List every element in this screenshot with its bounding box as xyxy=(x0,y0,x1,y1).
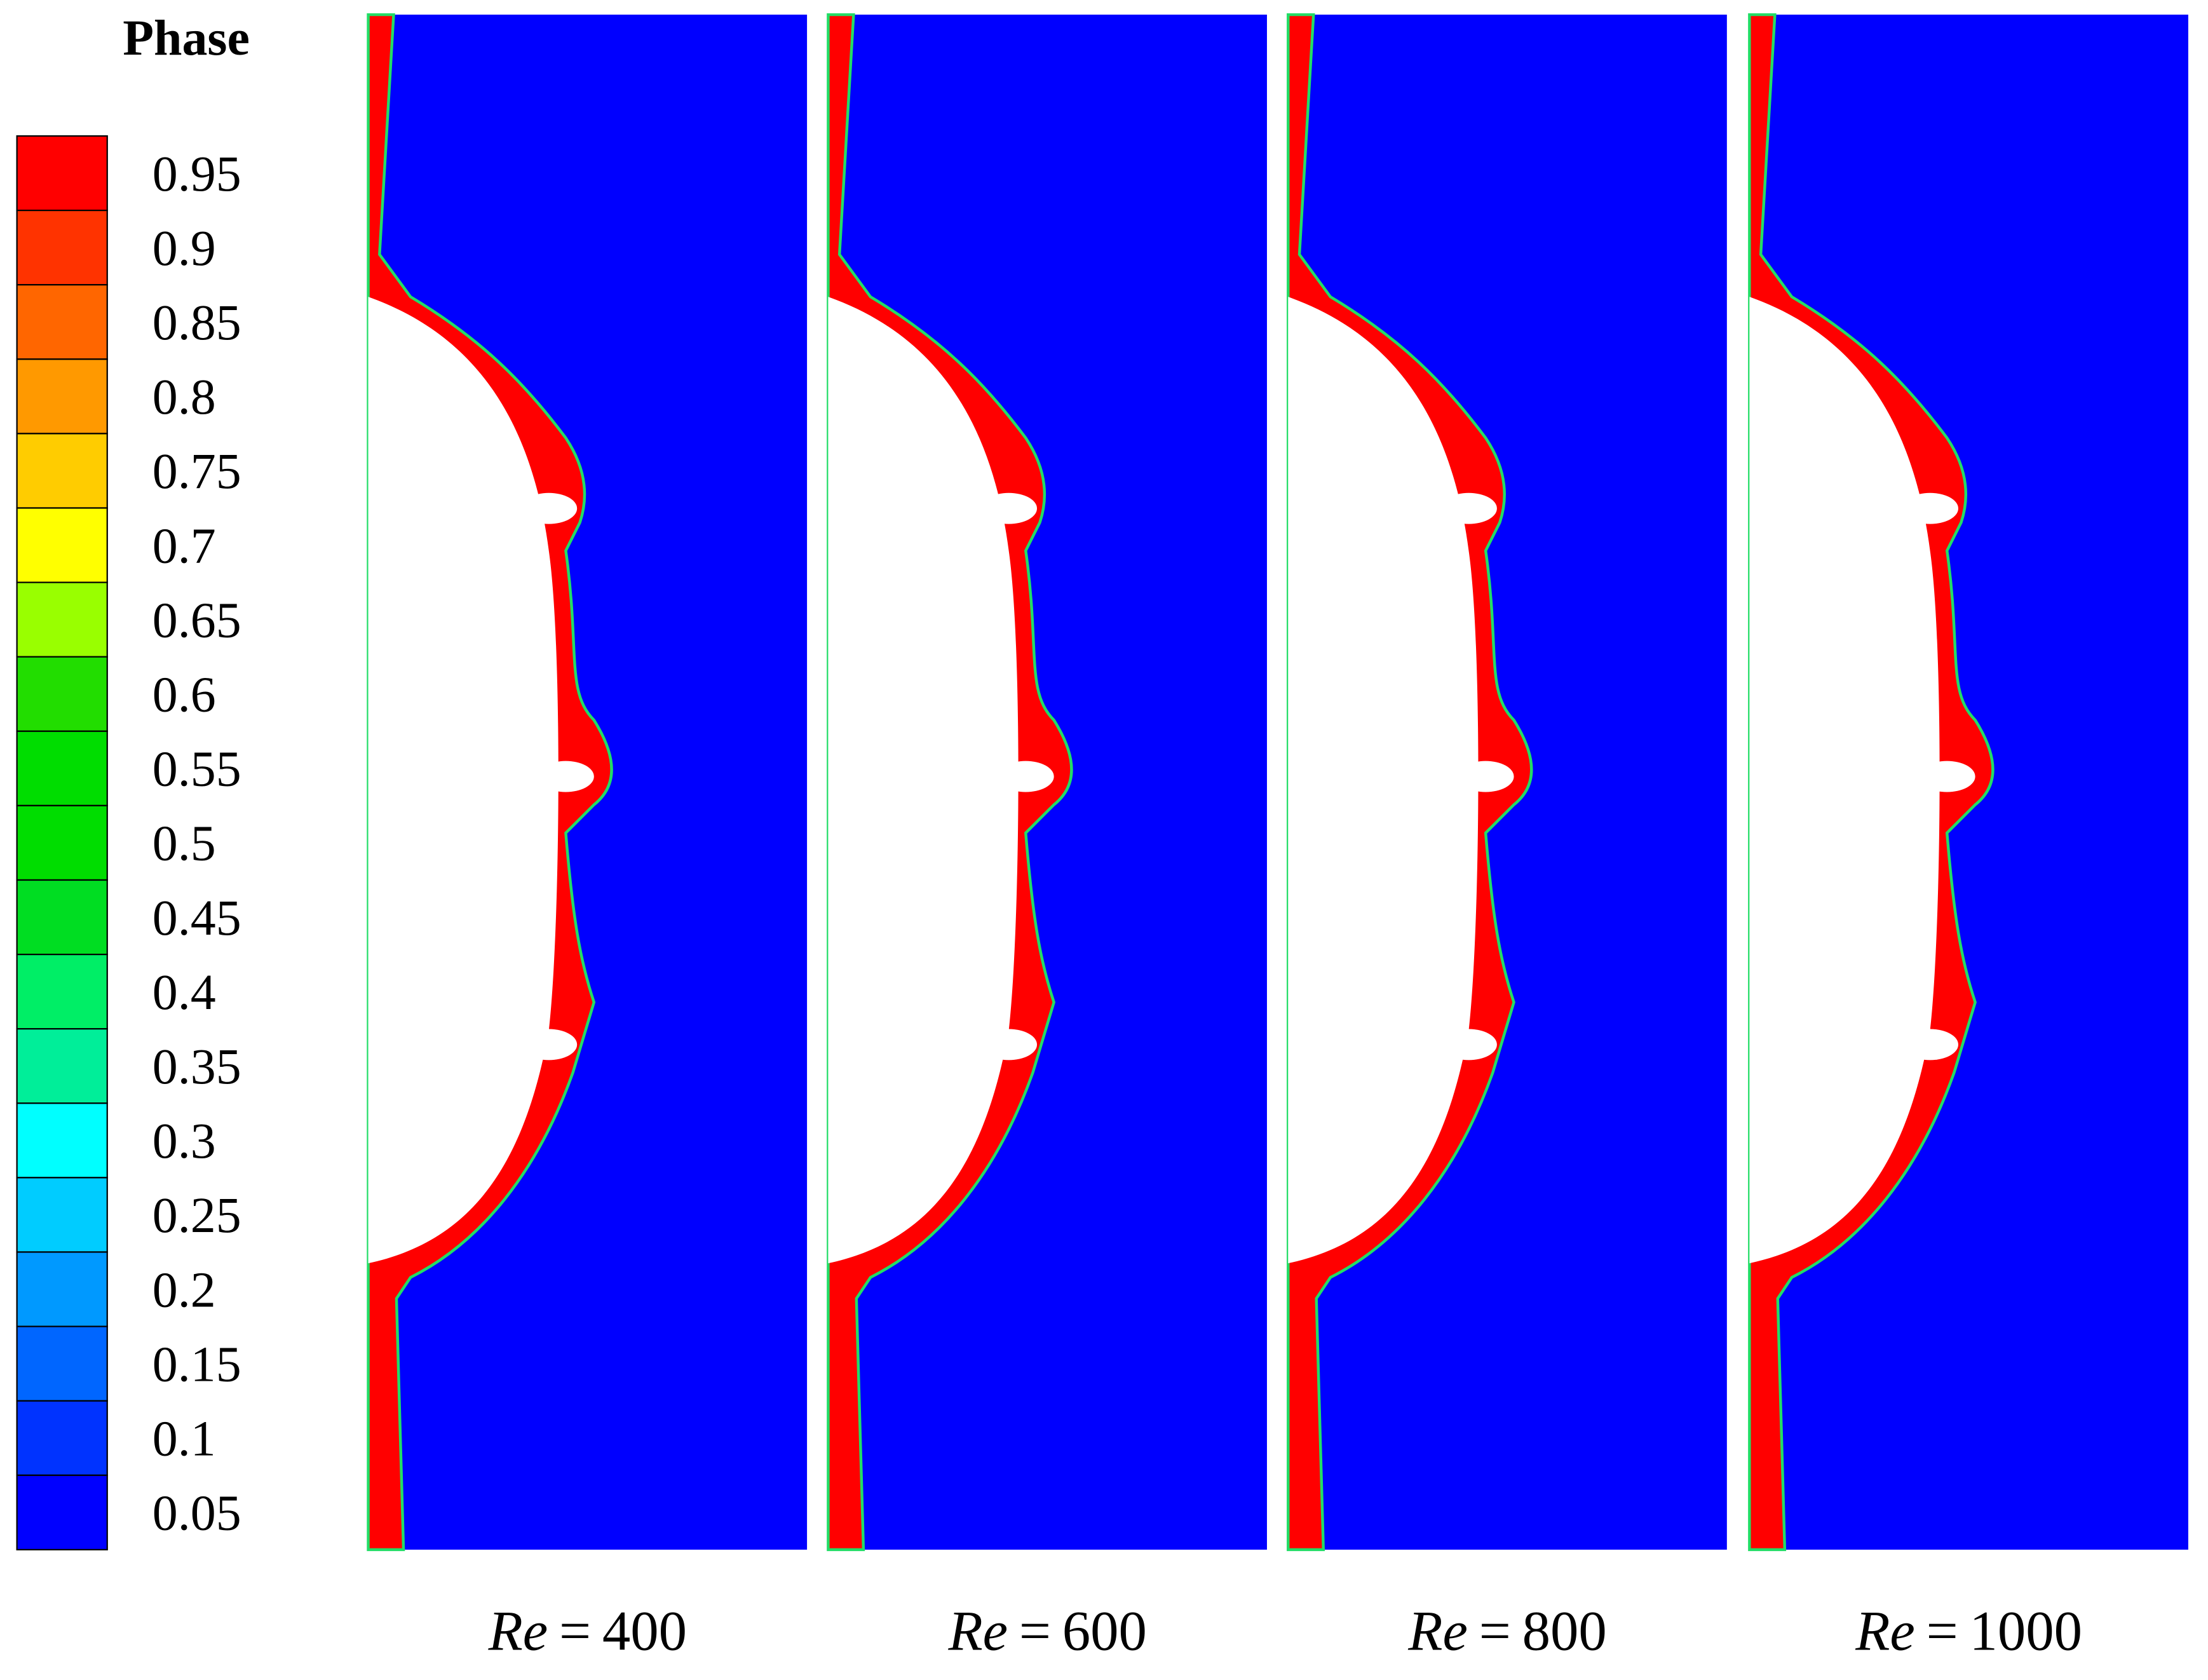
body-fin xyxy=(1440,492,1497,524)
colorbar-band xyxy=(16,730,108,807)
colorbar-label: 0.9 xyxy=(152,220,216,276)
colorbar-band xyxy=(16,1177,108,1253)
colorbar-band xyxy=(16,1028,108,1104)
colorbar-label: 0.85 xyxy=(152,295,241,351)
colorbar-label: 0.35 xyxy=(152,1039,241,1095)
panel-label-value: 1000 xyxy=(1969,1601,2082,1663)
colorbar-label: 0.3 xyxy=(152,1113,216,1169)
body-fin xyxy=(1440,1029,1497,1060)
legend-title: Phase xyxy=(123,10,250,66)
colorbar-band xyxy=(16,1474,108,1550)
colorbar-label: 0.8 xyxy=(152,369,216,425)
colorbar-label: 0.25 xyxy=(152,1188,241,1243)
colorbar-label: 0.95 xyxy=(152,146,241,202)
panel-label: Re = 1000 xyxy=(1855,1601,2082,1663)
colorbar-label: 0.7 xyxy=(152,518,216,574)
body-fin xyxy=(1457,761,1514,792)
panel-label: Re = 800 xyxy=(1407,1601,1606,1663)
colorbar-label: 0.45 xyxy=(152,890,241,946)
body-fin xyxy=(1902,492,1958,524)
body-fin xyxy=(1902,1029,1958,1060)
body-fin xyxy=(537,761,594,792)
colorbar-label: 0.15 xyxy=(152,1336,241,1392)
panel-label-relation: = xyxy=(1019,1601,1051,1663)
body xyxy=(828,297,1019,1264)
colorbar-band xyxy=(16,1400,108,1476)
colorbar-band xyxy=(16,879,108,956)
colorbar-band xyxy=(16,433,108,509)
body-fin xyxy=(520,492,578,524)
body-fin xyxy=(1918,761,1975,792)
panel-label-symbol: Re xyxy=(1407,1601,1468,1663)
contour-panel xyxy=(1748,13,2188,1552)
colorbar-band xyxy=(16,953,108,1030)
body xyxy=(368,297,559,1264)
colorbar-band xyxy=(16,656,108,732)
panel-label-symbol: Re xyxy=(488,1601,548,1663)
panel-label-symbol: Re xyxy=(947,1601,1008,1663)
body-fin xyxy=(997,761,1054,792)
colorbar-band xyxy=(16,209,108,286)
colorbar-band xyxy=(16,1251,108,1327)
panel-label-symbol: Re xyxy=(1855,1601,1915,1663)
colorbar-label: 0.1 xyxy=(152,1411,216,1467)
panel-label-value: 800 xyxy=(1522,1601,1607,1663)
panel-label-relation: = xyxy=(1927,1601,1958,1663)
panel-label: Re = 400 xyxy=(488,1601,687,1663)
panel-label: Re = 600 xyxy=(947,1601,1146,1663)
body xyxy=(1749,297,1940,1264)
colorbar-label: 0.5 xyxy=(152,816,216,872)
colorbar-band xyxy=(16,581,108,658)
colorbar-label: 0.6 xyxy=(152,667,216,722)
colorbar-band xyxy=(16,1102,108,1179)
colorbar-band xyxy=(16,284,108,360)
colorbar-label: 0.4 xyxy=(152,965,216,1020)
colorbar-label: 0.55 xyxy=(152,742,241,797)
colorbar-label: 0.05 xyxy=(152,1486,241,1541)
colorbar-band xyxy=(16,358,108,435)
body xyxy=(1288,297,1479,1264)
panel-label-relation: = xyxy=(559,1601,591,1663)
colorbar-band xyxy=(16,507,108,583)
panel-label-value: 400 xyxy=(602,1601,687,1663)
colorbar-label: 0.75 xyxy=(152,444,241,499)
body-fin xyxy=(980,492,1038,524)
colorbar-band xyxy=(16,804,108,881)
colorbar-band xyxy=(16,135,108,212)
colorbar-label: 0.65 xyxy=(152,592,241,648)
contour-panel xyxy=(1287,13,1727,1552)
colorbar-band xyxy=(16,1325,108,1402)
contour-panel xyxy=(367,13,808,1552)
contour-panel xyxy=(827,13,1267,1552)
panel-label-relation: = xyxy=(1479,1601,1511,1663)
body-fin xyxy=(980,1029,1038,1060)
panel-label-value: 600 xyxy=(1062,1601,1147,1663)
colorbar-label: 0.2 xyxy=(152,1262,216,1318)
body-fin xyxy=(520,1029,578,1060)
